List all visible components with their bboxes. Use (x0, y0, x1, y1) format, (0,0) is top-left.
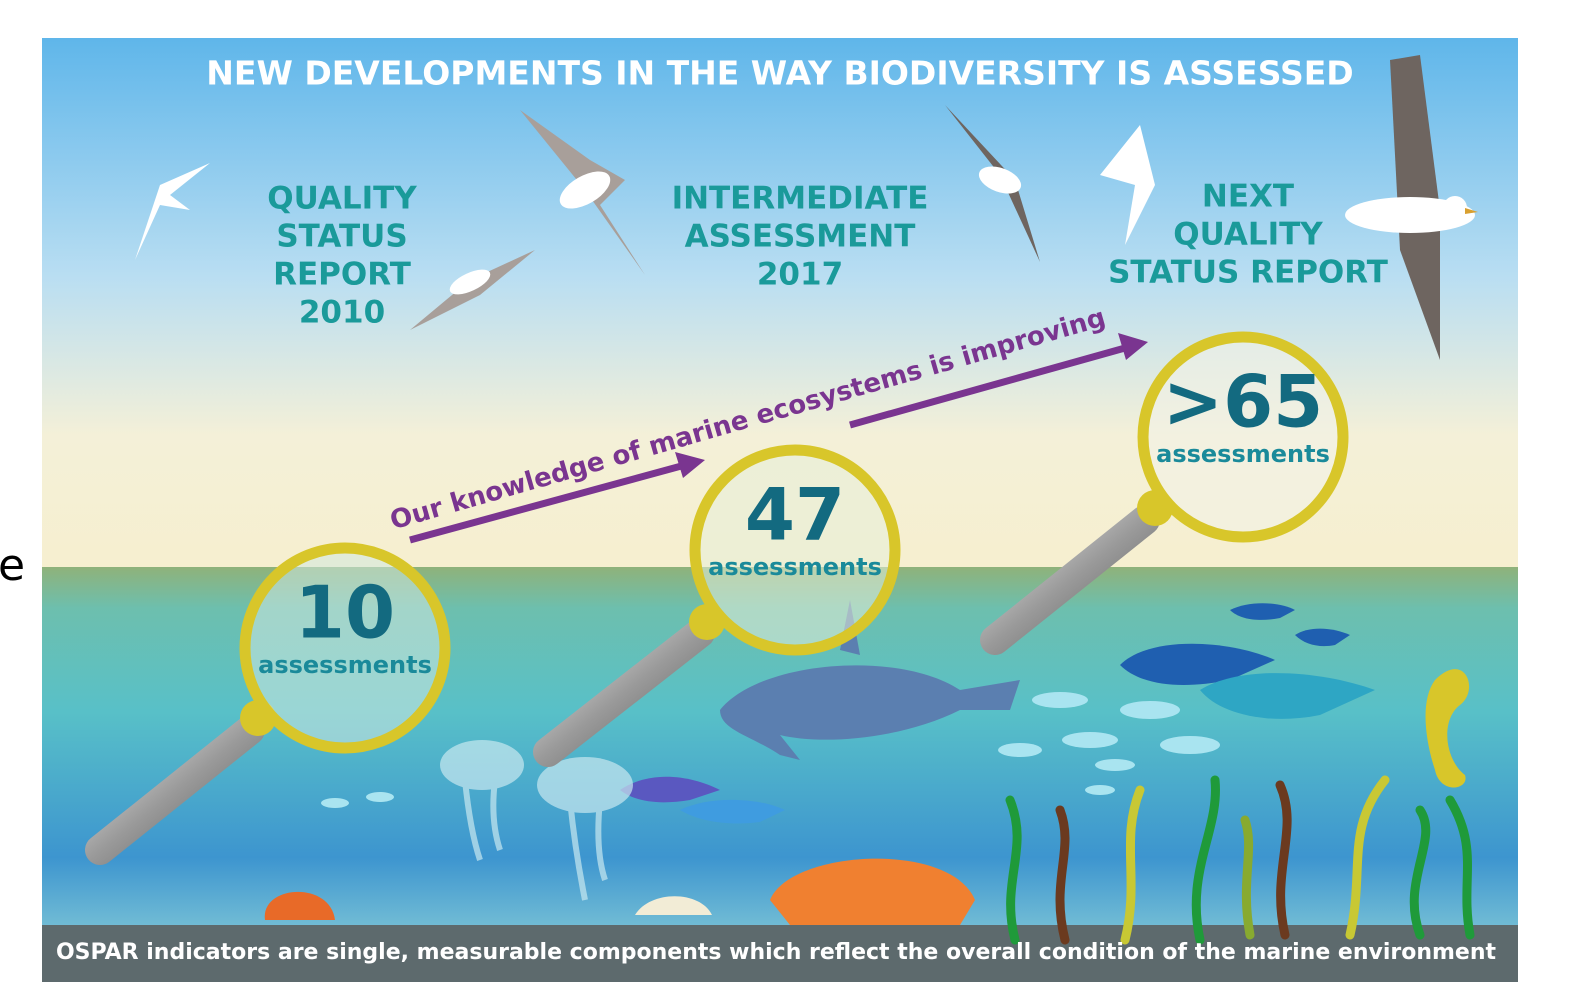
stage-label: NEXT (1202, 179, 1294, 215)
assessment-count: 10 (295, 571, 395, 655)
stage-label: QUALITY (1173, 217, 1323, 253)
stage-label: REPORT (273, 257, 411, 293)
edge-fragment: e (0, 540, 25, 591)
stage-label: STATUS REPORT (1108, 255, 1388, 291)
footer-text: OSPAR indicators are single, measurable … (56, 940, 1497, 965)
stage-label: QUALITY (267, 181, 417, 217)
infographic: NEW DEVELOPMENTS IN THE WAY BIODIVERSITY… (0, 0, 1596, 982)
stage-label: ASSESSMENT (685, 219, 916, 255)
title: NEW DEVELOPMENTS IN THE WAY BIODIVERSITY… (206, 54, 1353, 93)
stage-label: 2017 (757, 257, 843, 293)
assessment-unit: assessments (708, 553, 882, 581)
assessment-count: 47 (745, 473, 845, 557)
assessment-unit: assessments (258, 651, 432, 679)
stage-label: STATUS (276, 219, 407, 255)
stage-label: 2010 (299, 295, 385, 331)
page: NEW DEVELOPMENTS IN THE WAY BIODIVERSITY… (0, 0, 1596, 982)
assessment-unit: assessments (1156, 440, 1330, 468)
stage-label: INTERMEDIATE (672, 181, 929, 217)
assessment-count: >65 (1163, 360, 1324, 444)
